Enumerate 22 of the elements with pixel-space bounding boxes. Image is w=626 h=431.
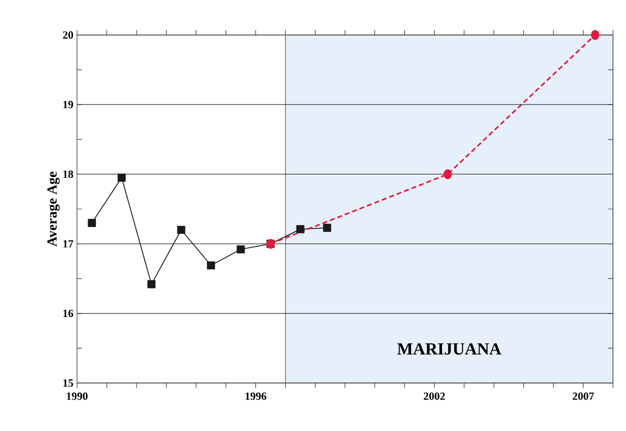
y-tick-label: 19 [63,100,74,108]
y-tick-label: 20 [62,31,74,39]
y-axis-title: Average Age [47,172,60,246]
point [590,30,600,40]
x-tick-label: 1990 [66,392,88,400]
point [444,169,452,180]
point [118,174,126,182]
y-tick-label: 15 [63,379,74,387]
y-tick-label: 17 [63,240,74,248]
x-tick-label: 2007 [572,392,594,400]
point [88,218,96,227]
band-label: MARIJUANA [397,343,502,355]
point [323,224,332,232]
x-tick-label: 2002 [424,392,445,400]
x-tick-label: 1996 [246,392,266,400]
point [177,226,186,234]
y-tick-label: 18 [63,170,74,178]
point [147,280,156,288]
point [206,261,216,270]
point [296,225,304,234]
y-tick-label: 16 [63,310,74,318]
point [236,245,245,254]
